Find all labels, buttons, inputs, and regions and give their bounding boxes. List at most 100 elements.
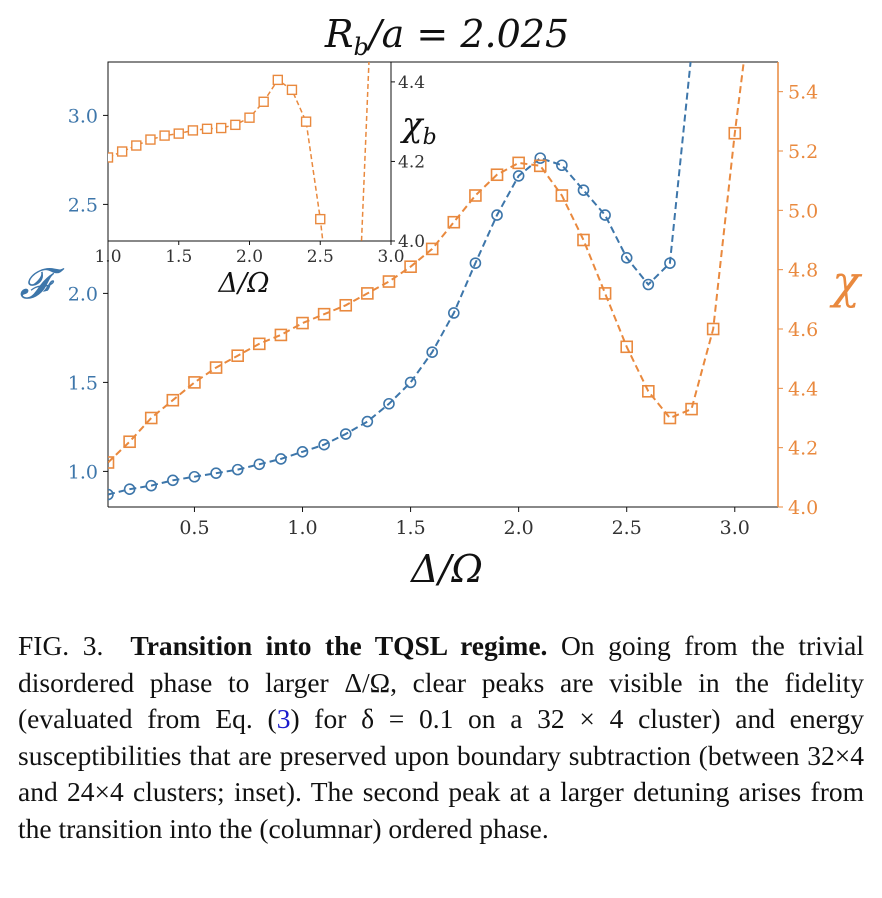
data-point-circle [253,458,266,471]
inset-data-point-square [300,116,312,127]
data-point-square [339,298,353,312]
series-line-left [108,62,692,496]
inset-data-point-square [131,140,142,151]
inset-series-group [108,62,370,241]
data-point-circle [339,428,352,440]
figure-caption: FIG. 3. Transition into the TQSL regime.… [18,628,864,847]
data-point-square [533,159,547,173]
caption-text-2: ) for δ = 0.1 on a 32 × 4 cluster) and e… [18,703,864,844]
data-point-square [469,189,482,202]
data-point-circle [145,479,158,492]
x-tick-label: 0.5 [179,517,209,539]
data-point-square [317,307,331,321]
inset-data-point-square [272,74,283,86]
data-point-circle [664,257,676,269]
data-point-square [620,340,634,354]
right-y-tick-label: 5.0 [788,200,818,222]
right-y-tick-label: 4.2 [788,438,818,460]
data-point-square [490,168,504,182]
data-point-square [274,328,288,342]
data-point-square [425,242,439,256]
chart-title: Rb/a = 2.025 [324,12,569,61]
left-y-tick-label: 1.5 [68,372,98,394]
inset-data-point-square [230,119,241,131]
data-point-square [252,337,266,351]
x-tick-label: 2.0 [504,517,534,539]
data-point-square [512,156,525,170]
inset-y-tick-label: 4.2 [398,152,425,172]
data-point-square [598,287,612,300]
inset-x-tick-label: 2.5 [307,247,334,267]
inset-data-point-square [258,96,269,107]
right-y-tick-label: 5.4 [788,82,818,104]
data-point-circle [448,307,460,319]
caption-text-1: On going from the trivial disordered pha… [18,630,865,734]
data-point-circle [512,170,525,182]
inset-x-tick-label: 2.0 [236,247,263,267]
data-point-circle [361,415,374,428]
data-point-square [108,456,115,469]
data-point-circle [318,438,330,451]
inset-plot: 1.0 1.5 2.0 2.5 3.0 Δ/Ω 4.0 4.2 4.4 χb [94,61,437,299]
data-point-circle [469,257,482,269]
inset-data-point-square [215,122,227,134]
inset-data-point-square [187,125,199,136]
data-point-square [555,189,569,202]
data-point-square [728,126,742,140]
inset-data-point-square [145,134,156,145]
inset-x-tick-label: 1.0 [94,247,121,267]
left-y-tick-label: 1.0 [68,461,98,483]
data-point-circle [599,209,611,221]
data-point-circle [188,470,201,483]
data-point-square [123,435,136,449]
data-point-circle [491,209,503,221]
equation-reference-link[interactable]: 3 [276,703,291,734]
data-point-circle [210,467,222,479]
x-tick-label: 2.5 [612,517,642,539]
right-y-tick-label: 4.8 [788,260,818,282]
inset-y-tick-label: 4.4 [398,73,425,93]
left-y-axis-label: 𝓕 [20,259,65,308]
data-point-circle [620,251,633,264]
data-point-square [706,322,720,336]
data-point-circle [123,483,136,496]
main-series-group [108,62,745,501]
data-point-circle [231,463,244,476]
inset-x-axis-label: Δ/Ω [218,268,270,299]
figure-chart: Rb/a = 2.025 0.5 1.0 1.5 2.0 2.5 3.0 Δ/Ω 1.0 1.5… [20,12,864,591]
x-tick-label: 1.0 [287,517,317,539]
right-y-tick-label: 4.0 [788,497,818,519]
inset-data-point-square [159,130,170,141]
inset-data-point-square [173,128,184,139]
inset-x-tick-label: 1.5 [165,247,192,267]
data-point-circle [167,474,179,487]
inset-y-tick-label: 4.0 [398,232,425,252]
inset-frame [107,61,392,242]
data-point-square [382,275,396,288]
data-point-square [404,260,417,274]
data-point-circle [534,152,547,164]
inset-x-tick-label: 3.0 [377,247,404,267]
x-axis-label: Δ/Ω [409,547,483,591]
data-point-square [166,393,180,407]
data-point-square [188,376,201,389]
data-point-square [144,411,158,425]
data-point-square [663,411,677,425]
data-point-square [577,233,590,247]
data-point-square [231,349,244,363]
left-y-tick-label: 2.0 [68,283,98,305]
data-point-circle [108,488,114,501]
left-y-tick-label: 2.5 [68,194,98,216]
data-point-circle [275,453,287,465]
inset-data-point-square [286,84,298,96]
x-tick-label: 3.0 [720,517,750,539]
data-point-square [361,287,374,300]
caption-title: Transition into the TQSL regime. [130,630,548,661]
data-point-circle [577,184,590,196]
x-tick-label: 1.5 [395,517,425,539]
data-point-square [447,215,461,229]
right-y-axis-label: χ [829,255,863,309]
series-line-right [108,62,745,464]
inset-data-point-square [315,213,326,225]
data-point-square [642,384,655,398]
